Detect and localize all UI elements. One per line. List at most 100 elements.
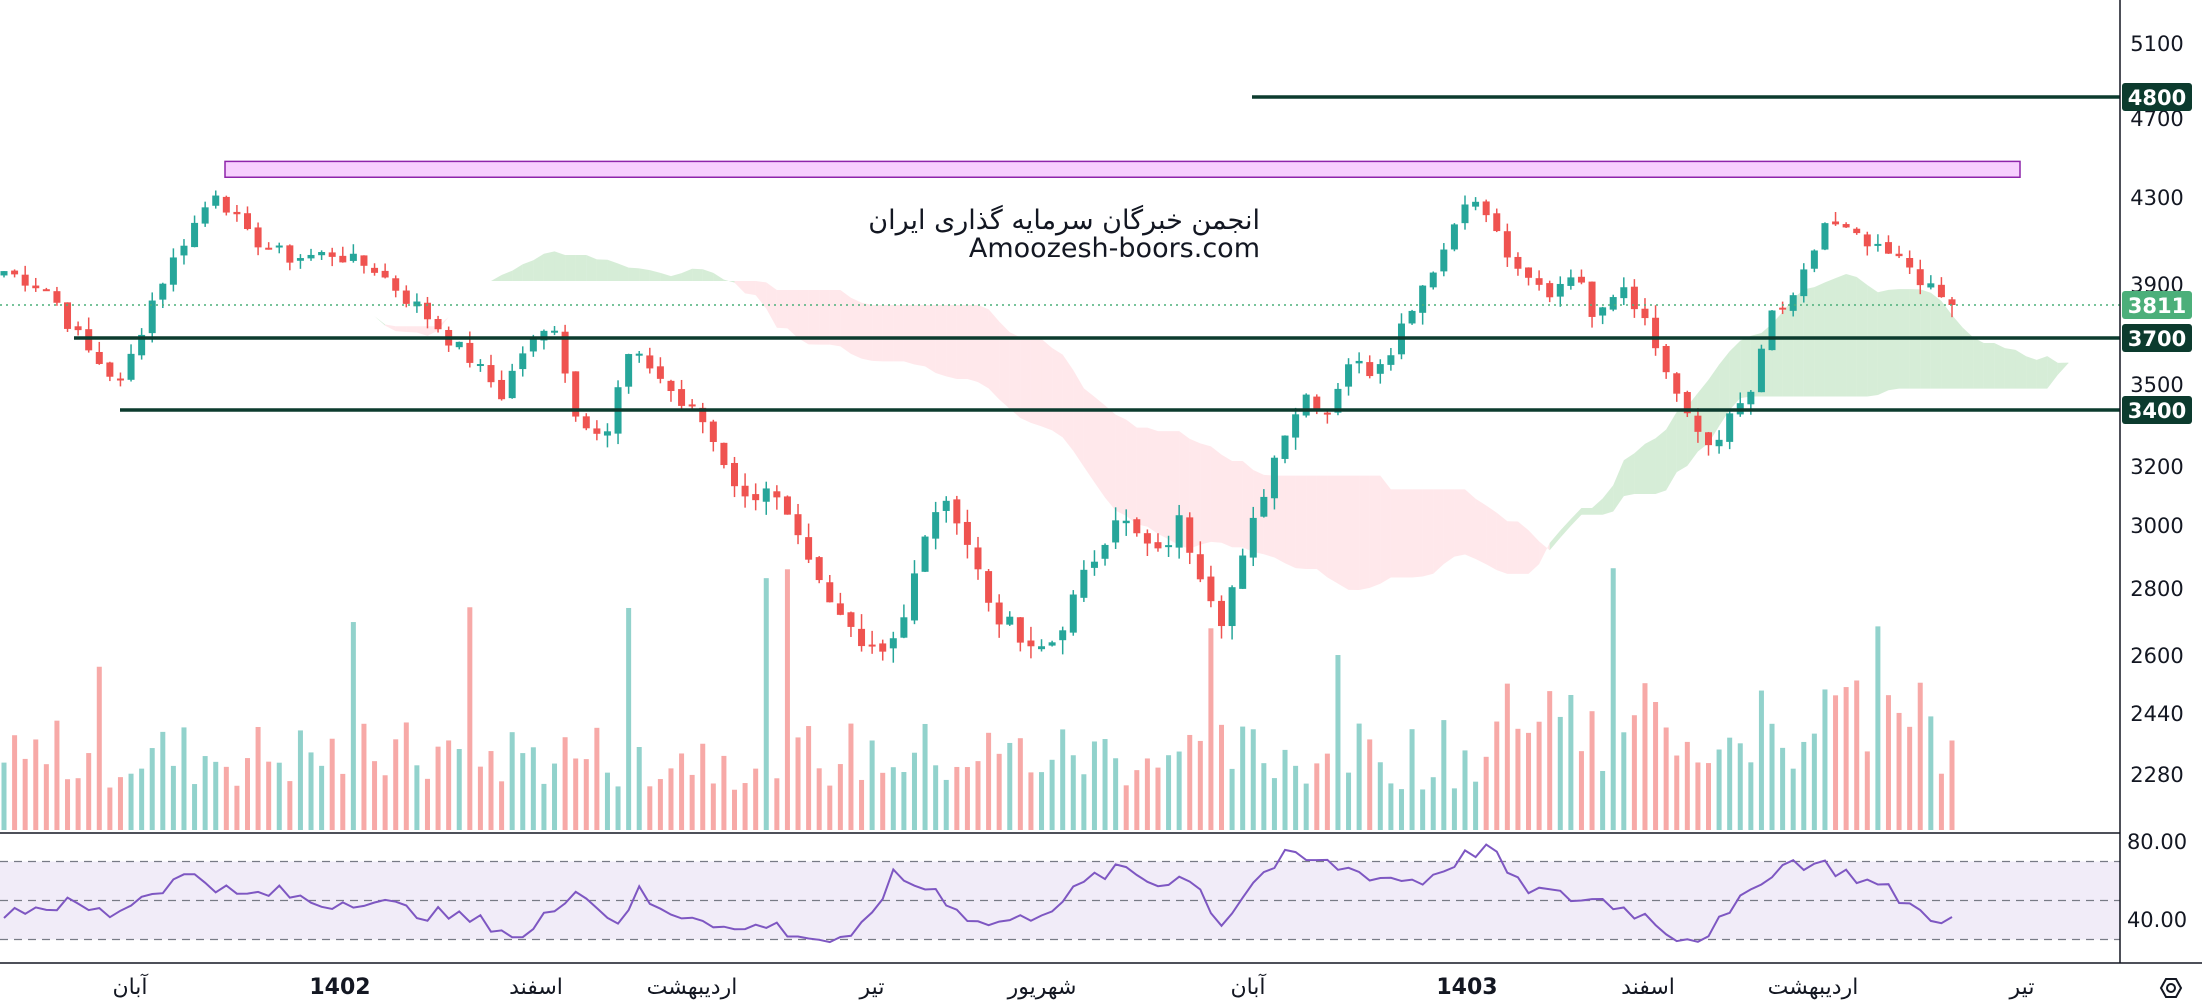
candle[interactable] <box>434 315 442 333</box>
candle[interactable] <box>1662 344 1670 379</box>
candle[interactable] <box>1059 626 1067 655</box>
candle[interactable] <box>423 296 431 329</box>
candle[interactable] <box>1016 617 1024 652</box>
candle[interactable] <box>1779 301 1787 315</box>
candle[interactable] <box>64 302 72 332</box>
candle[interactable] <box>85 317 93 353</box>
candle[interactable] <box>847 611 855 637</box>
candle[interactable] <box>836 592 844 616</box>
candle[interactable] <box>1143 529 1151 556</box>
candle[interactable] <box>265 242 273 250</box>
candle[interactable] <box>1789 292 1797 317</box>
candle[interactable] <box>1323 410 1331 424</box>
candle[interactable] <box>1546 280 1554 303</box>
candle[interactable] <box>244 206 251 231</box>
candle[interactable] <box>275 242 283 254</box>
candle[interactable] <box>1588 281 1596 328</box>
candle[interactable] <box>1715 430 1723 454</box>
candle[interactable] <box>191 215 199 248</box>
candle[interactable] <box>328 247 336 267</box>
candle[interactable] <box>1112 507 1120 549</box>
candle[interactable] <box>794 503 802 545</box>
candle[interactable] <box>1472 197 1480 211</box>
candle[interactable] <box>476 359 484 372</box>
candle[interactable] <box>1228 585 1236 640</box>
candle[interactable] <box>455 341 463 350</box>
resistance-zone-rect[interactable] <box>224 160 2021 178</box>
candle[interactable] <box>551 326 559 336</box>
candle[interactable] <box>1927 275 1935 290</box>
candle[interactable] <box>1683 390 1691 418</box>
candle[interactable] <box>1186 512 1194 565</box>
candle[interactable] <box>667 379 675 402</box>
candle[interactable] <box>1006 611 1014 626</box>
candle[interactable] <box>582 413 590 431</box>
candle[interactable] <box>1207 565 1215 608</box>
candle[interactable] <box>1080 560 1088 602</box>
candle[interactable] <box>1641 298 1649 326</box>
candle[interactable] <box>1292 407 1300 450</box>
candle[interactable] <box>212 190 220 209</box>
candle[interactable] <box>413 293 421 313</box>
candle[interactable] <box>656 357 664 384</box>
candle[interactable] <box>127 344 135 382</box>
candle[interactable] <box>233 204 241 222</box>
candle[interactable] <box>932 501 940 550</box>
candle[interactable] <box>381 263 389 279</box>
candle[interactable] <box>1355 352 1363 374</box>
candle[interactable] <box>1577 269 1585 285</box>
candle[interactable] <box>815 556 823 584</box>
candle[interactable] <box>254 222 262 256</box>
horizontal-levels[interactable] <box>0 95 2120 412</box>
candle[interactable] <box>360 255 368 274</box>
candle[interactable] <box>1800 263 1808 303</box>
candle[interactable] <box>963 509 971 559</box>
candle[interactable] <box>1853 227 1861 235</box>
candle[interactable] <box>1249 506 1257 567</box>
candle[interactable] <box>879 639 887 661</box>
time-axis[interactable]: آبان 1402 اسفند اردیبهشت تیر شهریور آبان 1403 اس… <box>112 973 2034 1000</box>
candle[interactable] <box>1514 252 1522 276</box>
candle[interactable] <box>1038 639 1046 652</box>
candle[interactable] <box>1175 504 1183 559</box>
rsi-line[interactable] <box>3 843 1953 944</box>
candle[interactable] <box>318 250 326 260</box>
candle[interactable] <box>688 399 696 410</box>
candle[interactable] <box>1154 533 1162 552</box>
candle[interactable] <box>1482 199 1490 223</box>
candle[interactable] <box>1556 276 1564 307</box>
candle[interactable] <box>1525 267 1533 286</box>
candle[interactable] <box>1937 277 1945 298</box>
candle[interactable] <box>1408 309 1416 325</box>
candle[interactable] <box>572 371 580 422</box>
candle[interactable] <box>1239 548 1247 590</box>
candle[interactable] <box>678 379 686 411</box>
price-axis[interactable]: 5100470043003900350032003000280026002440… <box>2130 32 2183 787</box>
candle[interactable] <box>148 292 156 343</box>
candle[interactable] <box>910 560 918 625</box>
candle[interactable] <box>953 495 961 535</box>
candle[interactable] <box>1260 489 1268 518</box>
candle[interactable] <box>635 350 643 363</box>
candle[interactable] <box>1218 595 1225 639</box>
candle[interactable] <box>180 239 188 265</box>
candle[interactable] <box>900 604 908 639</box>
candle[interactable] <box>1450 223 1458 252</box>
candle[interactable] <box>1895 245 1903 259</box>
candle[interactable] <box>21 265 29 292</box>
candle[interactable] <box>487 354 495 388</box>
candle[interactable] <box>1810 249 1818 273</box>
candle[interactable] <box>169 248 177 292</box>
candle[interactable] <box>1366 355 1374 379</box>
candle[interactable] <box>1101 543 1109 566</box>
candle[interactable] <box>371 263 379 276</box>
candle[interactable] <box>868 630 876 654</box>
candle[interactable] <box>826 575 834 603</box>
candle[interactable] <box>1906 250 1914 275</box>
resistance-zone[interactable] <box>224 160 2021 178</box>
candle[interactable] <box>561 324 569 383</box>
candle[interactable] <box>1122 509 1130 536</box>
candle[interactable] <box>42 287 50 292</box>
candle[interactable] <box>625 353 633 394</box>
candle[interactable] <box>349 244 357 263</box>
